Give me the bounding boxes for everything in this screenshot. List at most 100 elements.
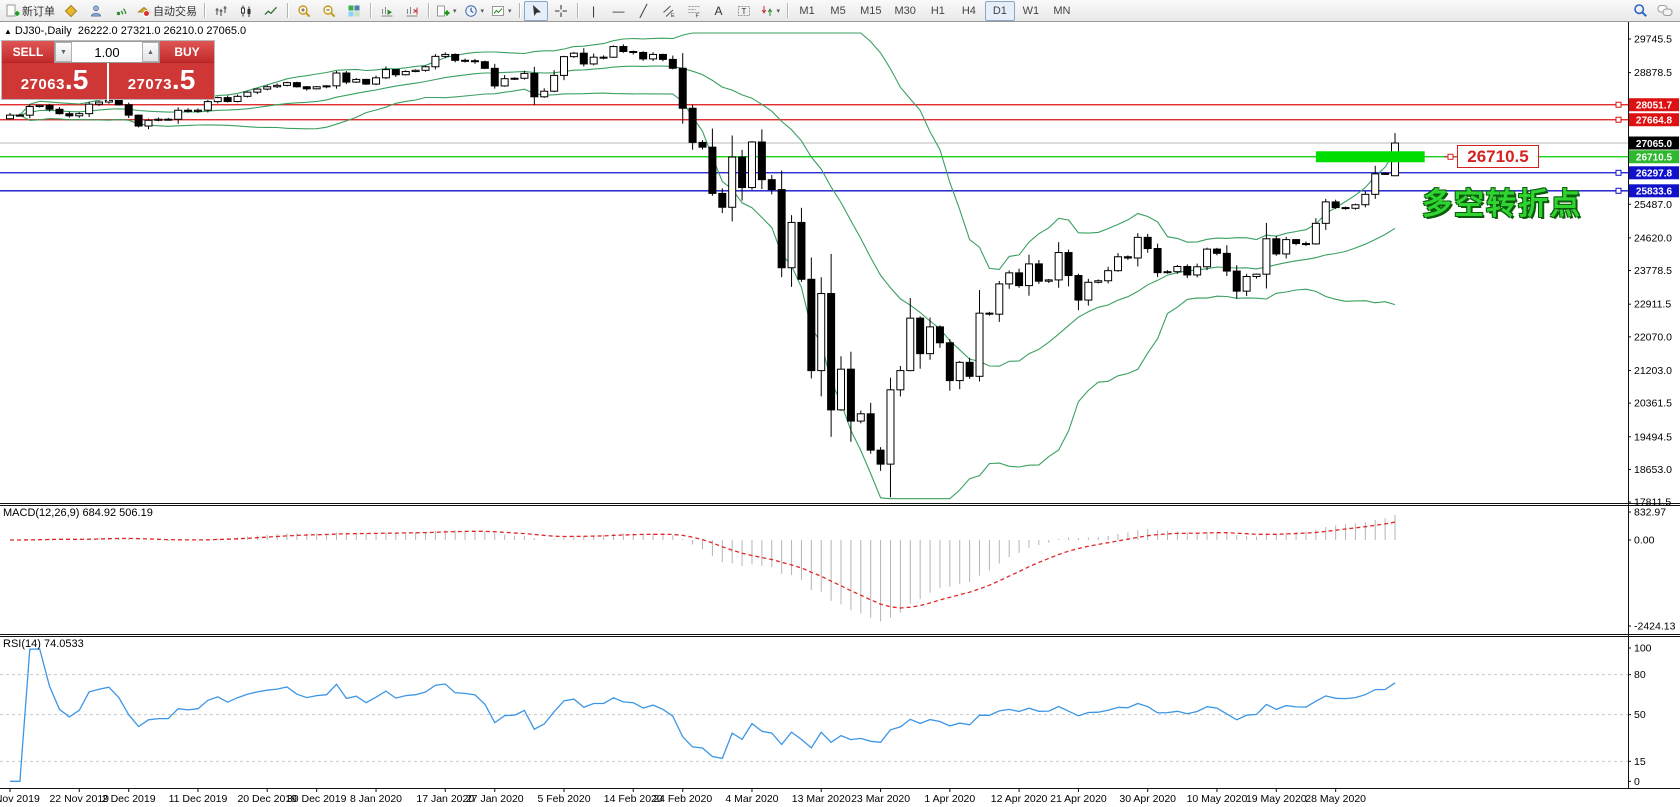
community-icon-icon [89,4,103,18]
crosshair-icon [554,4,568,18]
community-icon[interactable] [84,1,108,21]
chart-shift-button[interactable] [400,1,424,21]
timeframe-w1[interactable]: W1 [1022,4,1040,17]
chat-icon-icon [1657,4,1673,18]
buy-price[interactable]: 27073 .5 [109,63,214,101]
date-tick-label: 10 May 2020 [1187,793,1248,805]
toolbar-separator [428,3,429,18]
volume-up-button[interactable]: ▲ [142,42,159,62]
volume-field[interactable]: 1.00 [72,42,142,62]
arrows-button[interactable]: ▾ [757,1,784,21]
flag-handle[interactable] [1447,153,1454,160]
date-tick-label: 21 Apr 2020 [1050,793,1107,805]
volume-down-button[interactable]: ▼ [55,42,72,62]
channel-button[interactable]: E [657,1,681,21]
candlestick-chart-icon [239,4,253,18]
rsi-panel[interactable] [0,648,1628,782]
news-icon[interactable] [109,1,133,21]
level-drag-handle[interactable] [1615,187,1622,194]
bollinger-middle-band [9,65,1396,367]
chevron-down-icon[interactable]: ▾ [453,7,457,15]
quotes-icon-icon [64,4,78,18]
main-price-panel[interactable] [0,32,1628,500]
date-tick-label: 27 Jan 2020 [466,793,524,805]
text-label-icon: T [737,4,751,18]
timeframe-m5[interactable]: M5 [830,4,846,17]
sell-button[interactable]: SELL [2,41,54,63]
timeframe-h1[interactable]: H1 [930,4,945,17]
periods-button[interactable]: ▾ [461,1,488,21]
date-tick-label: 17 Jan 2020 [416,793,474,805]
rsi-tick-label: 0 [1634,776,1640,788]
macd-tick-label: 832.97 [1634,507,1666,519]
chat-icon[interactable] [1653,1,1677,21]
quotes-icon[interactable] [59,1,83,21]
new-order-button[interactable]: 新订单 [3,1,58,21]
autotrading-button[interactable]: 自动交易 [134,1,200,21]
toolbar-separator [204,3,205,18]
macd-tick-label: -2424.13 [1634,621,1676,633]
level-drag-handle[interactable] [1615,116,1622,123]
level-drag-handle[interactable] [1615,169,1622,176]
level-price-flag: 27664.8 [1636,116,1673,127]
turning-point-annotation[interactable]: 多空转折点 [1422,188,1582,221]
trendline-button[interactable]: ╱ [639,3,648,18]
price-tick-label: 28878.5 [1634,67,1672,79]
text-label-button[interactable]: T [732,1,756,21]
timeframe-m30[interactable]: M30 [894,4,916,17]
buy-button[interactable]: BUY [160,41,214,63]
templates-button[interactable]: ▾ [488,1,515,21]
zoom-out-button[interactable] [317,1,341,21]
search-icon-icon [1633,3,1648,18]
macd-panel[interactable] [10,514,1396,622]
chevron-down-icon[interactable]: ▾ [480,7,485,15]
vertical-line-button[interactable]: | [591,3,596,18]
price-tick-label: 25487.0 [1634,199,1672,211]
svg-text:T: T [741,7,746,16]
date-tick-label: 19 May 2020 [1246,793,1307,805]
price-divider [107,63,109,101]
horizontal-line-button[interactable]: — [612,3,625,18]
level-price-flag: 28051.7 [1636,101,1673,112]
indicators-button[interactable]: ▾ [433,1,460,21]
rsi-tick-label: 80 [1634,669,1646,681]
one-click-trade-panel: SELL ▼ 1.00 ▲ BUY 27063 .5 27073 .5 [1,40,215,101]
sell-price[interactable]: 27063 .5 [2,63,107,101]
axes-layer: 29745.528878.527144.025487.024620.023778… [0,22,1680,805]
chart-symbol-period: DJ30-,Daily [14,25,72,37]
text-button[interactable]: A [714,3,723,18]
sell-price-pip: .5 [64,64,89,95]
cursor-button[interactable] [523,0,548,21]
line-chart-icon [264,4,278,18]
zoom-in-button[interactable] [292,1,316,21]
green-box-annotation[interactable] [1315,151,1425,163]
axis-price-flags: 28051.7 27664.8 26710.5 26297.8 25833.6 27065… [1629,98,1679,198]
line-chart-button[interactable] [259,1,283,21]
templates-icon [491,4,505,18]
timeframe-m15[interactable]: M15 [860,4,882,17]
chevron-down-icon[interactable]: ▾ [776,7,781,15]
timeframe-d1[interactable]: D1 [984,0,1015,21]
candlestick-chart-button[interactable] [234,1,258,21]
timeframe-m1[interactable]: M1 [799,4,815,17]
bollinger-upper-band [10,32,1396,270]
level-price-flag: 25833.6 [1636,187,1673,198]
date-tick-label: 30 Dec 2019 [287,793,347,805]
level-drag-handle[interactable] [1615,101,1622,108]
chevron-down-icon[interactable]: ▾ [508,7,512,15]
tile-windows-icon [347,4,361,18]
toolbar-separator [370,3,371,18]
timeframe-h4[interactable]: H4 [961,4,976,17]
date-tick-label: 20 Dec 2019 [237,793,297,805]
price-tick-label: 17811.5 [1634,497,1671,509]
tile-windows-button[interactable] [342,1,366,21]
price-flag-annotation[interactable]: 26710.5 [1457,145,1539,168]
fibonacci-button[interactable]: F [682,1,706,21]
toolbar-separator [518,3,520,18]
crosshair-button[interactable] [549,1,573,21]
timeframe-mn[interactable]: MN [1053,4,1071,17]
auto-scroll-button[interactable] [375,1,399,21]
search-icon[interactable] [1628,1,1652,21]
bar-chart-button[interactable] [209,1,233,21]
